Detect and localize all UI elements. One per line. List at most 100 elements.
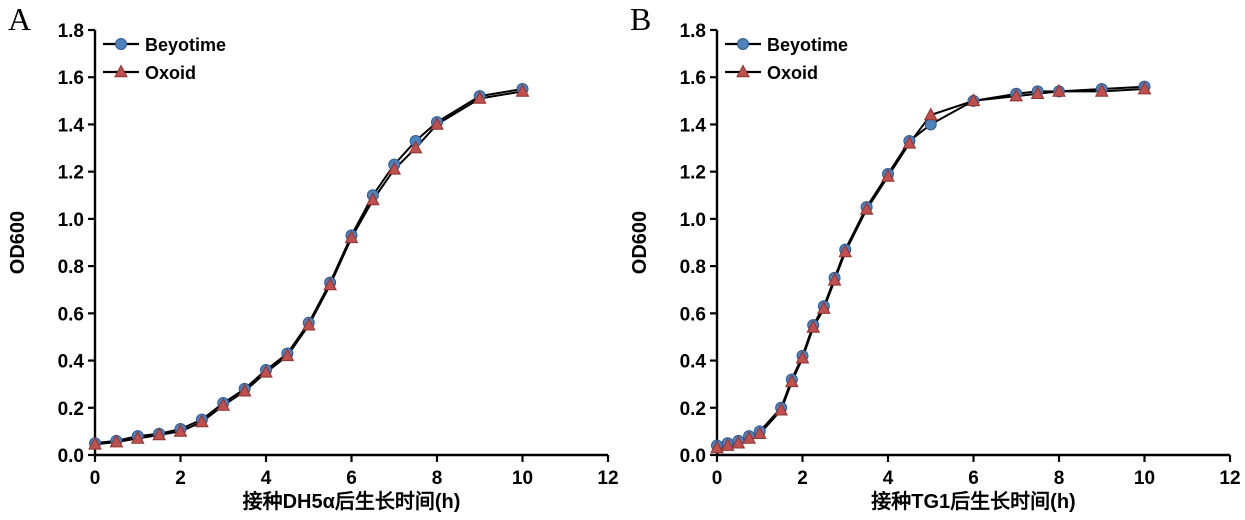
data-point-triangle — [923, 107, 938, 121]
y-axis: 0.0 0.2 0.4 0.6 0.8 1.0 1.2 1.4 1.6 1.8 — [58, 21, 95, 467]
data-point-triangle — [280, 348, 295, 362]
y-tick-label: 0.0 — [680, 446, 706, 467]
data-point-triangle — [774, 402, 788, 416]
x-tick-label: 6 — [346, 468, 357, 489]
series-line-oxoid — [94, 90, 524, 446]
data-point-triangle — [1030, 86, 1045, 100]
legend-label-oxoid: Oxoid — [767, 63, 818, 83]
panel-a-letter: A — [8, 1, 32, 37]
data-point-triangle — [827, 272, 842, 286]
data-point-triangle — [366, 192, 380, 206]
x-tick-label: 0 — [712, 468, 723, 489]
x-axis: 0 2 4 6 8 10 12 — [712, 455, 1241, 489]
x-tick-label: 10 — [512, 468, 533, 489]
data-point-triangle — [152, 427, 166, 441]
data-point-triangle — [195, 414, 209, 428]
data-point-triangle — [344, 230, 359, 244]
y-tick-label: 0.8 — [680, 257, 706, 278]
data-point-triangle — [301, 317, 316, 331]
x-axis-label: 接种DH5α后生长时间(h) — [243, 490, 461, 513]
data-point-triangle — [720, 437, 735, 451]
data-point-triangle — [752, 426, 767, 440]
data-point-triangle — [1009, 88, 1024, 102]
legend-label-oxoid: Oxoid — [145, 63, 196, 83]
y-tick-label: 0.8 — [58, 257, 84, 278]
legend-label-beyotime: Beyotime — [767, 35, 848, 55]
x-axis-label: 接种TG1后生长时间(h) — [871, 490, 1075, 513]
legend: Beyotime Oxoid — [725, 35, 848, 83]
x-axis: 0 2 4 6 8 10 12 — [90, 455, 619, 489]
data-point-triangle — [731, 435, 746, 449]
x-tick-label: 12 — [597, 468, 618, 489]
data-point-triangle — [472, 90, 487, 104]
legend: Beyotime Oxoid — [103, 35, 226, 83]
x-tick-label: 2 — [175, 468, 186, 489]
data-point-triangle — [323, 277, 337, 291]
x-tick-label: 0 — [90, 468, 101, 489]
y-tick-label: 0.4 — [58, 352, 85, 373]
data-point-triangle — [817, 301, 831, 314]
data-point-triangle — [515, 83, 530, 97]
y-tick-label: 0.2 — [680, 399, 706, 420]
data-point-triangle — [838, 244, 853, 258]
y-tick-label: 0.2 — [58, 399, 84, 420]
y-tick-label: 1.2 — [58, 163, 84, 184]
chart-panel-a: 0 2 4 6 8 10 12 0.0 0.2 0.4 0.6 0.8 1.0 1.2 1.4 1.6 1.8 O… — [7, 21, 619, 513]
data-point-triangle — [387, 161, 402, 175]
series-line-beyotime — [94, 88, 524, 445]
data-point-triangle — [173, 423, 188, 437]
y-tick-label: 1.6 — [58, 68, 84, 89]
data-point-triangle — [216, 397, 231, 411]
data-point-triangle — [430, 116, 444, 130]
y-tick-label: 0.6 — [58, 304, 84, 325]
x-tick-label: 2 — [797, 468, 808, 489]
y-tick-label: 1.2 — [680, 163, 706, 184]
chart-panel-b: 0 2 4 6 8 10 12 0.0 0.2 0.4 0.6 0.8 1.0 1.2 1.4 1.6 1.8 O… — [629, 21, 1241, 513]
data-point-triangle — [806, 319, 821, 333]
data-point-triangle — [408, 140, 423, 154]
x-tick-label: 4 — [261, 468, 272, 489]
data-point-circle — [737, 38, 749, 50]
data-point-circle — [115, 38, 127, 50]
data-point-triangle — [859, 201, 874, 215]
y-tick-label: 0.0 — [58, 446, 84, 467]
y-axis: 0.0 0.2 0.4 0.6 0.8 1.0 1.2 1.4 1.6 1.8 — [680, 21, 717, 467]
data-point-triangle — [1137, 81, 1152, 95]
series-markers-oxoid — [710, 81, 1152, 454]
y-tick-label: 0.6 — [680, 304, 706, 325]
data-point-triangle — [966, 93, 981, 107]
data-point-triangle — [881, 168, 895, 182]
y-tick-label: 1.8 — [58, 21, 84, 42]
y-tick-label: 1.4 — [58, 115, 85, 136]
series-line-oxoid — [716, 88, 1146, 449]
panel-b: B 0 2 4 6 8 10 12 0.0 0.2 0.4 0.6 0.8 1.0 1.2 1.4 1.6 1.… — [622, 0, 1244, 520]
y-tick-label: 1.4 — [680, 115, 707, 136]
x-tick-label: 8 — [432, 468, 443, 489]
series-markers-oxoid — [88, 83, 530, 450]
data-point-triangle — [259, 364, 273, 378]
data-point-triangle — [710, 440, 724, 454]
x-tick-label: 12 — [1219, 468, 1240, 489]
y-tick-label: 1.6 — [680, 68, 706, 89]
data-point-triangle — [109, 434, 124, 448]
data-point-triangle — [88, 436, 102, 450]
x-tick-label: 6 — [968, 468, 979, 489]
data-point-triangle — [237, 383, 252, 397]
x-tick-label: 4 — [883, 468, 894, 489]
data-point-triangle — [742, 430, 756, 444]
data-point-circle — [924, 118, 937, 131]
y-tick-label: 1.0 — [680, 210, 706, 231]
panel-b-letter: B — [630, 1, 652, 37]
y-tick-label: 1.8 — [680, 21, 706, 42]
data-point-triangle — [902, 135, 917, 149]
y-axis-label: OD600 — [629, 211, 651, 274]
data-point-triangle — [795, 350, 810, 364]
series-markers-beyotime — [711, 80, 1151, 452]
y-tick-label: 0.4 — [680, 352, 707, 373]
x-tick-label: 8 — [1054, 468, 1065, 489]
data-point-triangle — [130, 430, 145, 444]
data-point-triangle — [114, 64, 128, 78]
panel-a: A 0 2 4 6 8 10 12 0.0 0.2 0.4 0.6 0.8 1.0 1.2 1.4 1.6 1.… — [0, 0, 622, 520]
series-line-beyotime — [716, 85, 1146, 447]
